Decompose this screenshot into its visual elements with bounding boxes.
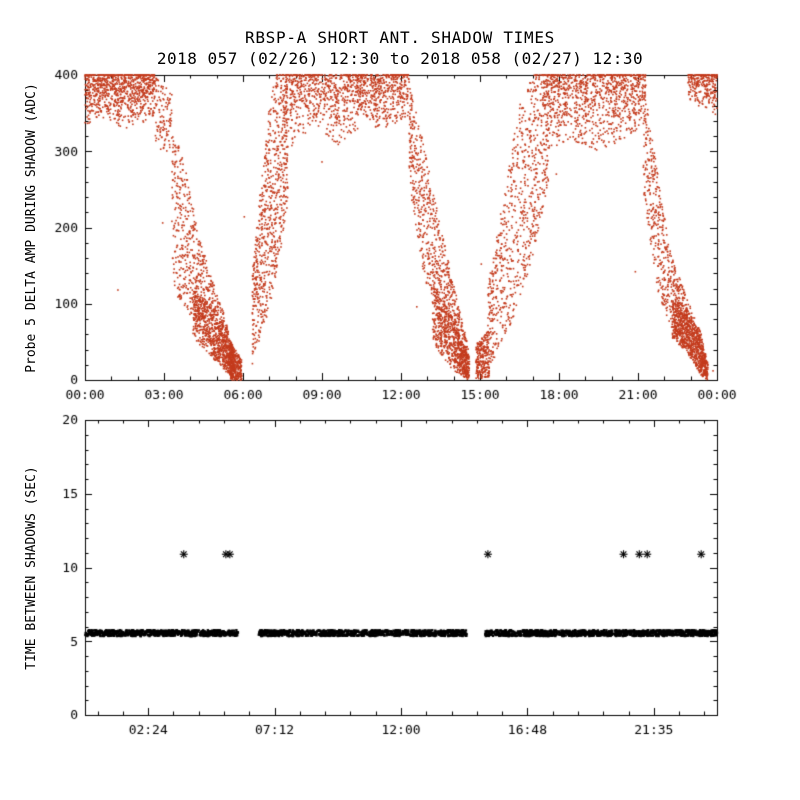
y-axis-label-top-panel: Probe 5 DELTA AMP DURING SHADOW (ADC) — [24, 83, 39, 373]
chart-subtitle: 2018 057 (02/26) 12:30 to 2018 058 (02/2… — [156, 49, 644, 68]
chart-title: RBSP-A SHORT ANT. SHADOW TIMES — [245, 28, 555, 47]
y-axis-label-bottom-panel: TIME BETWEEN SHADOWS (SEC) — [24, 466, 39, 670]
